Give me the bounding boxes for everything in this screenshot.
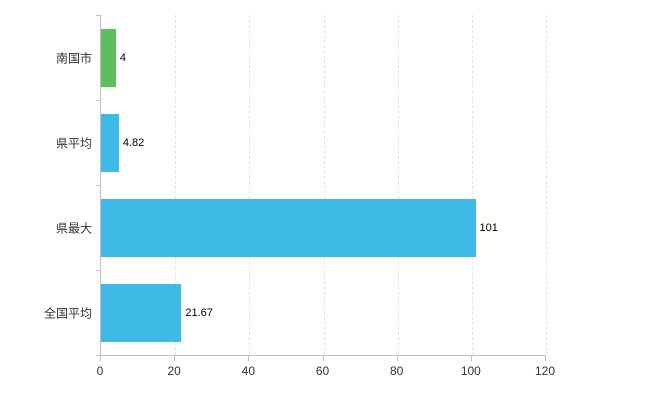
x-axis-tick-label: 20 [167, 364, 181, 378]
bar-value-label: 4.82 [122, 136, 145, 149]
y-axis-tick [96, 185, 100, 186]
y-axis-tick [96, 15, 100, 16]
bar [101, 113, 119, 172]
x-axis-tick-label: 0 [96, 364, 104, 378]
bar [101, 28, 116, 87]
x-axis-tick [545, 356, 546, 361]
x-axis-tick-label: 40 [241, 364, 256, 378]
y-axis-label: 南国市 [55, 51, 92, 65]
x-axis-tick [322, 356, 324, 361]
gridline [175, 15, 177, 355]
bar [101, 198, 476, 257]
x-axis-tick-label: 120 [534, 364, 556, 378]
bar-value-label: 4 [119, 51, 126, 64]
y-axis-tick [96, 100, 100, 101]
y-axis-label: 全国平均 [43, 306, 92, 320]
bar-value-label: 21.67 [185, 306, 213, 319]
x-axis-tick [248, 356, 250, 361]
x-axis-tick [100, 356, 101, 361]
gridline [546, 15, 547, 355]
bar [101, 283, 182, 342]
y-axis-tick [96, 270, 100, 271]
y-axis-label: 県平均 [55, 136, 92, 150]
x-axis-tick-label: 60 [315, 364, 330, 378]
bar-value-label: 101 [479, 221, 498, 234]
gridline [471, 15, 473, 355]
y-axis-tick [96, 355, 100, 356]
x-axis-tick [396, 356, 398, 361]
x-axis-tick [470, 356, 472, 361]
x-axis-tick-label: 80 [389, 364, 404, 378]
gridline [249, 15, 251, 355]
x-axis-tick-label: 100 [460, 364, 481, 378]
gridline [323, 15, 325, 355]
plot-area: 4 4.82 101 21.67 [100, 15, 547, 356]
x-axis-tick [174, 356, 176, 361]
y-axis-label: 県最大 [55, 221, 92, 235]
gridline [397, 15, 399, 355]
